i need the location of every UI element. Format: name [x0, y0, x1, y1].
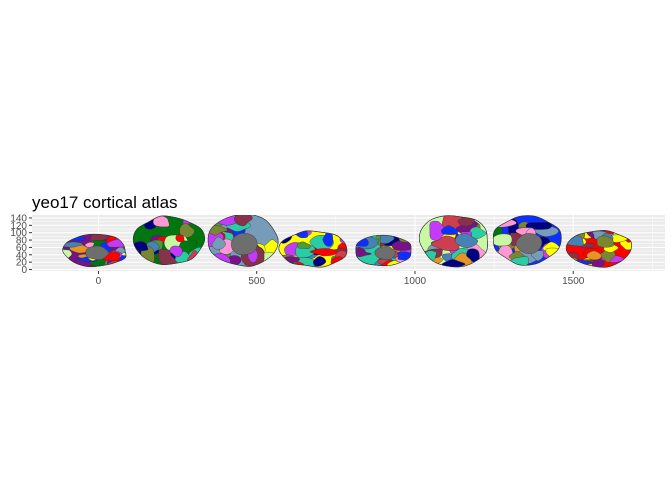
chart-title: yeo17 cortical atlas [32, 193, 178, 212]
y-tick-label: 120 [10, 221, 27, 232]
atlas-parcel [493, 233, 513, 247]
atlas-parcel [454, 233, 479, 248]
cortex-border [278, 230, 348, 268]
atlas-parcel [296, 241, 312, 249]
y-tick-label: 40 [16, 250, 28, 261]
atlas-parcel [430, 235, 460, 251]
atlas-parcel [379, 235, 395, 244]
atlas-parcel [586, 250, 602, 261]
atlas-parcel [525, 222, 553, 230]
y-tick-label: 0 [21, 265, 27, 276]
atlas-parcel [566, 234, 584, 247]
atlas-parcel [441, 215, 464, 230]
atlas-parcel [309, 248, 338, 257]
cortex-border [492, 215, 562, 266]
x-tick-label: 1000 [404, 276, 427, 287]
atlas-parcel [355, 250, 372, 257]
cortex-border [355, 234, 412, 267]
atlas-parcel [441, 225, 459, 235]
atlas-parcel [596, 235, 615, 248]
atlas-parcel [179, 223, 195, 238]
y-tick-label: 100 [10, 228, 27, 239]
atlas-parcel [337, 242, 347, 250]
brain-view-left-medial [62, 233, 127, 268]
medial-wall [374, 245, 396, 260]
atlas-parcel [313, 256, 327, 267]
cortex-border [419, 215, 488, 268]
y-tick-label: 80 [16, 236, 28, 247]
x-tick-label: 1500 [562, 276, 585, 287]
brain-view-left-medial [207, 215, 279, 267]
atlas-parcel [169, 245, 183, 258]
atlas-parcel [233, 215, 253, 227]
medial-wall [515, 233, 543, 254]
atlas-parcel [429, 220, 447, 241]
atlas-parcel [152, 215, 170, 228]
x-tick-label: 0 [96, 276, 102, 287]
y-tick-label: 20 [16, 258, 28, 269]
y-tick-label: 60 [16, 243, 28, 254]
atlas-parcel [211, 236, 226, 250]
atlas-parcel [90, 234, 110, 242]
cortex-border [565, 230, 632, 268]
cortex-border [62, 233, 127, 268]
medial-wall [85, 245, 110, 261]
x-tick-label: 500 [248, 276, 265, 287]
cortex-border [132, 215, 205, 265]
cortex-border [207, 215, 279, 267]
medial-wall [231, 232, 258, 256]
y-tick-label: 140 [10, 213, 27, 224]
atlas-parcel [175, 234, 185, 243]
